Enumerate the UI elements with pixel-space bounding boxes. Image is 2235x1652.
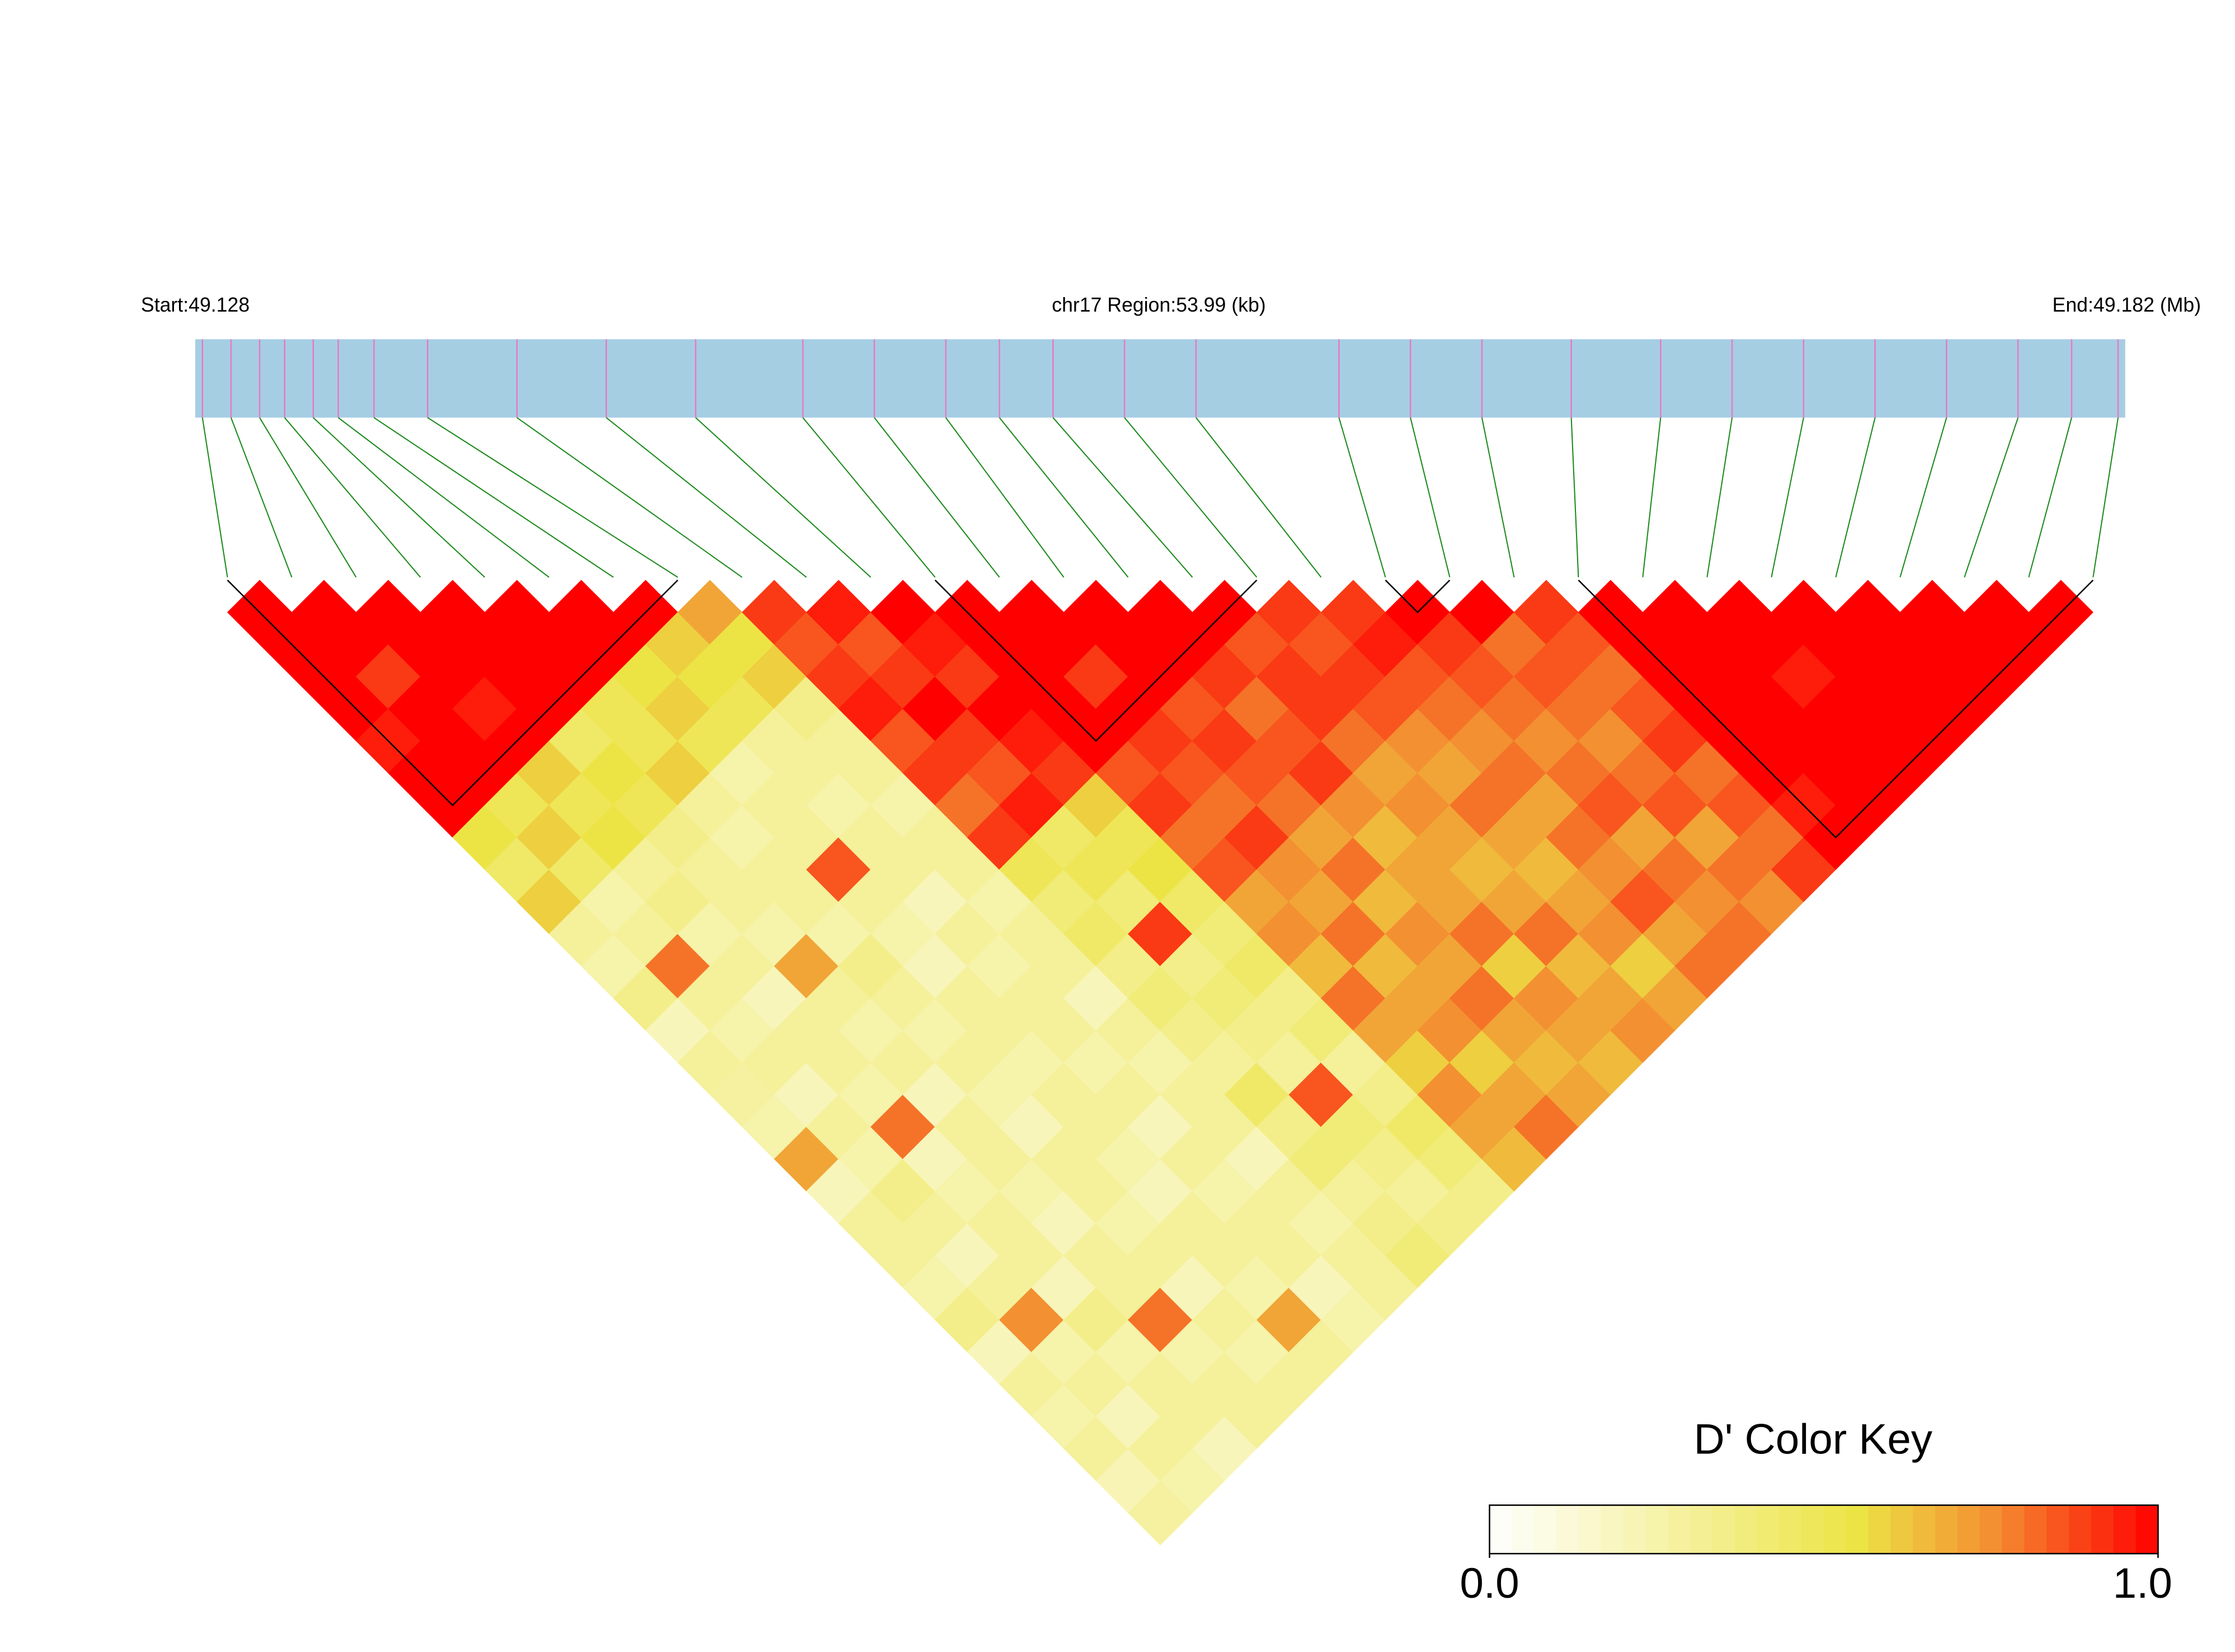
ld-block	[934, 580, 1258, 742]
snp-connector	[606, 417, 807, 578]
snp-connector	[427, 417, 679, 578]
colorkey-swatch	[1779, 1505, 1803, 1554]
colorkey-swatch	[1979, 1505, 2003, 1554]
snp-connector	[313, 417, 486, 578]
colorkey-swatch	[2024, 1505, 2048, 1554]
colorkey-swatch	[2113, 1505, 2137, 1554]
colorkey-title: D' Color Key	[1694, 1416, 1933, 1463]
colorkey-swatch	[1868, 1505, 1891, 1554]
snp-connector	[1964, 417, 2019, 578]
colorkey-swatch	[1578, 1505, 1602, 1554]
end-label: End:49.182 (Mb)	[2053, 294, 2201, 316]
snp-connector	[1124, 417, 1258, 578]
colorkey-swatch	[1623, 1505, 1646, 1554]
snp-connector	[1771, 417, 1804, 578]
colorkey-tick-label: 1.0	[2113, 1560, 2172, 1607]
snp-connector	[201, 417, 228, 578]
colorkey-swatch	[1645, 1505, 1669, 1554]
snp-connector	[1196, 417, 1322, 578]
colorkey-swatch	[1668, 1505, 1691, 1554]
snp-connector	[516, 417, 743, 578]
colorkey-swatch	[2046, 1505, 2070, 1554]
region-bar	[195, 339, 2125, 418]
snp-connector	[1835, 417, 1876, 578]
snp-connector	[373, 417, 614, 578]
colorkey-swatch	[1957, 1505, 1981, 1554]
snp-connector	[695, 417, 872, 578]
colorkey-swatch	[1823, 1505, 1847, 1554]
snp-connector	[1481, 417, 1515, 578]
colorkey-swatch	[2135, 1505, 2159, 1554]
colorkey-tick-label: 0.0	[1460, 1560, 1519, 1607]
snp-connector	[1338, 417, 1386, 578]
snp-connector	[999, 417, 1129, 578]
snp-connector	[284, 417, 421, 578]
start-label: Start:49.128	[141, 294, 250, 316]
colorkey-swatch	[1512, 1505, 1535, 1554]
snp-connector	[1570, 417, 1579, 577]
colorkey-swatch	[2002, 1505, 2025, 1554]
colorkey-swatch	[1935, 1505, 1959, 1554]
colorkey-swatch	[1489, 1505, 1513, 1554]
snp-connector	[945, 417, 1065, 578]
colorkey-swatch	[1913, 1505, 1936, 1554]
snp-connector	[1410, 417, 1451, 578]
colorkey-swatch	[1801, 1505, 1825, 1554]
colorkey-swatch	[1556, 1505, 1580, 1554]
snp-connector	[1052, 417, 1193, 578]
snp-connector	[2028, 417, 2072, 578]
colorkey-swatch	[1757, 1505, 1780, 1554]
snp-connector	[802, 417, 936, 578]
colorkey-swatch	[2069, 1505, 2092, 1554]
ld-block	[1385, 580, 1451, 614]
colorkey-frame	[1489, 1504, 2159, 1555]
snp-connector	[230, 417, 293, 578]
colorkey-swatch	[1734, 1505, 1758, 1554]
snp-connector	[874, 417, 1000, 578]
snp-connector	[1706, 417, 1733, 578]
colorkey-swatch	[1534, 1505, 1558, 1554]
snp-connector	[2092, 417, 2119, 578]
region-label: chr17 Region:53.99 (kb)	[1052, 294, 1266, 316]
colorkey-swatch	[1601, 1505, 1624, 1554]
colorkey-swatch	[1712, 1505, 1735, 1554]
colorkey-swatch	[1846, 1505, 1869, 1554]
snp-connector	[1899, 417, 1947, 578]
snp-connector	[259, 417, 357, 578]
snp-connector	[1642, 417, 1662, 578]
ld-block	[227, 580, 679, 807]
snp-connector	[337, 417, 550, 578]
colorkey-swatch	[1690, 1505, 1714, 1554]
ld-block	[1578, 580, 2094, 839]
colorkey-swatch	[1890, 1505, 1914, 1554]
colorkey-swatch	[2091, 1505, 2115, 1554]
